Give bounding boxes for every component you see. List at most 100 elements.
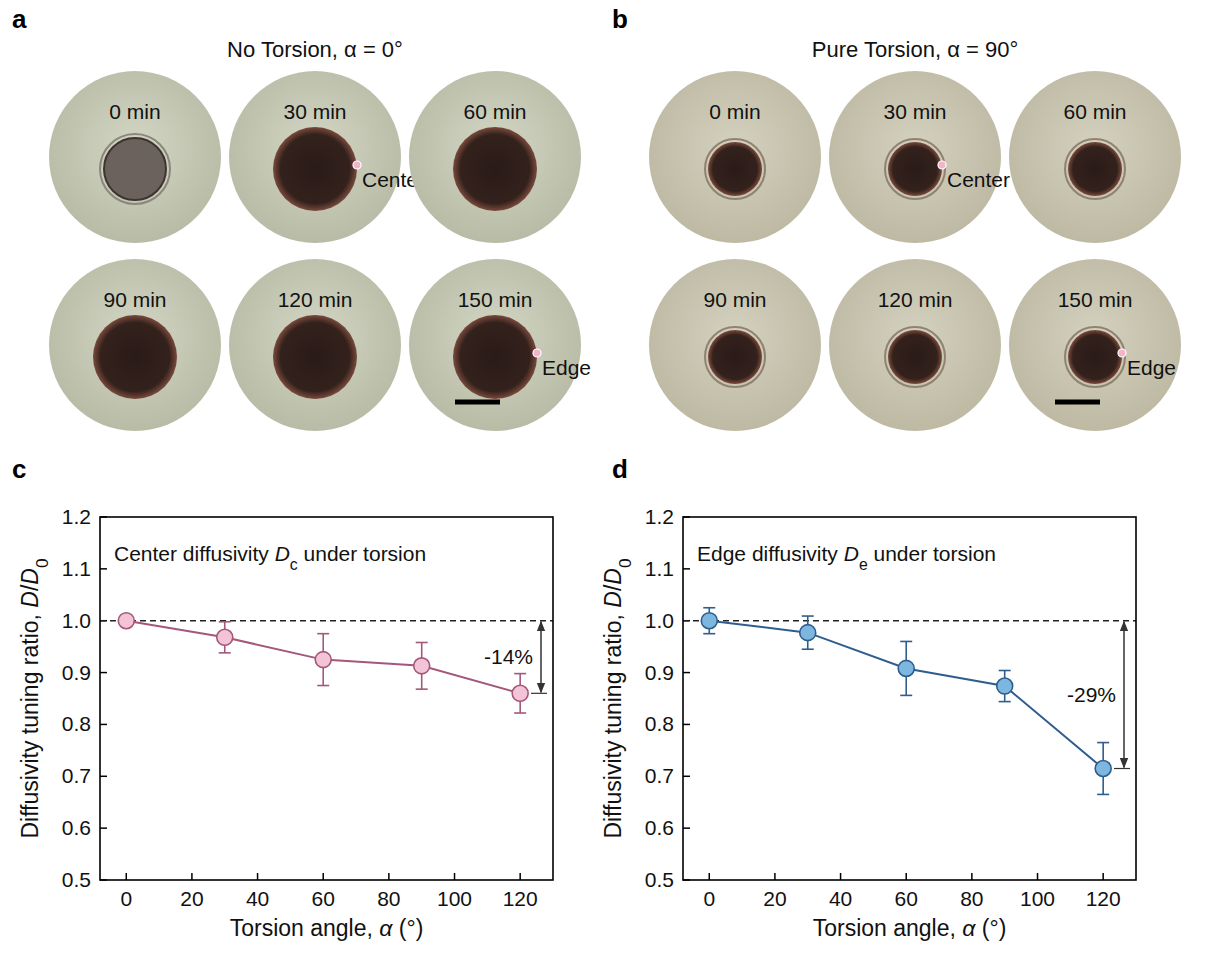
probe-label: Center [947,168,1010,191]
x-tick-label: 0 [703,887,715,910]
well-ring [885,327,945,387]
y-tick-label: 0.9 [62,661,91,684]
time-label: 0 min [109,100,160,123]
dye-spot [104,138,166,200]
y-tick-label: 0.8 [62,712,91,735]
y-tick-label: 0.7 [62,764,91,787]
data-group [701,608,1111,795]
error-cap [802,615,814,617]
y-axis-label: Diffusivity tuning ratio, D/D0 [600,558,635,838]
x-tick-label: 120 [503,887,538,910]
y-tick-label: 0.6 [645,816,674,839]
change-arrow [1123,622,1125,768]
well-ring [705,327,765,387]
y-tick [100,724,107,726]
error-cap [999,701,1011,703]
photo: 150 minEdge [1009,259,1181,431]
data-point [800,625,816,641]
panel-title: Pure Torsion, α = 90° [812,37,1018,62]
error-cap [514,712,526,714]
photo: 60 min [1009,71,1181,243]
dye-spot [93,315,177,399]
text-run: D [600,568,626,585]
x-tick [709,873,711,880]
y-axis-label: Diffusivity tuning ratio, D/D0 [17,558,52,838]
time-label: 150 min [1058,288,1133,311]
data-point [898,660,914,676]
y-tick-label: 0.8 [645,712,674,735]
data-point [1095,761,1111,777]
dye-spot [888,330,942,384]
text-run: α [379,915,393,941]
text-run: α [962,915,976,941]
photo-disc [1009,71,1181,243]
y-tick [100,776,107,778]
x-tick-label: 80 [377,887,400,910]
photo: 120 min [229,259,401,431]
x-tick [257,873,259,880]
photo: 30 min Center [829,71,1010,243]
text-run: D [17,591,43,608]
text-run: Torsion angle, [230,915,380,941]
panel-label: b [612,4,628,34]
time-label: 120 min [278,288,353,311]
dye-spot [1068,330,1122,384]
series-line [709,621,1103,769]
data-point [414,658,430,674]
probe-label: Edge [542,356,591,379]
scale-bar [1055,400,1100,405]
panel-title: No Torsion, α = 0° [227,37,403,62]
text-run: 0 [32,558,52,568]
x-tick [905,873,907,880]
plot-frame [100,517,553,880]
time-label: 150 min [458,288,533,311]
dye-spot [453,315,537,399]
y-tick-label: 0.5 [62,868,91,891]
chart-title: Edge diffusivity De under torsion [697,542,996,573]
x-tick-label: 20 [763,887,786,910]
probe-dot [1118,349,1126,357]
annotation: -29% [1067,683,1116,706]
time-label: 30 min [283,100,346,123]
y-tick [683,827,690,829]
text-run: D [275,542,290,565]
chart: d0.50.60.70.80.91.01.11.2020406080100120… [600,454,1136,941]
photo: 150 min Edge [409,259,591,431]
x-tick [322,873,324,880]
x-tick [519,873,521,880]
error-cap [416,642,428,644]
x-axis-label: Torsion angle, α (°) [813,915,1007,941]
text-run: (°) [975,915,1006,941]
time-label: 30 min [883,100,946,123]
panel-label: a [12,4,27,34]
error-cap [999,670,1011,672]
error-cap [900,641,912,643]
probe-dot [533,349,541,357]
text-run: e [859,556,868,573]
error-cap [219,621,231,623]
error-cap [416,688,428,690]
text-run: Torsion angle, [813,915,963,941]
time-label: 60 min [463,100,526,123]
photo-disc [49,259,221,431]
photo-disc [409,71,581,243]
x-tick [454,873,456,880]
data-point [217,629,233,645]
error-cap [1097,742,1109,744]
dye-spot [708,330,762,384]
data-point [512,685,528,701]
dye-spot [273,315,357,399]
error-cap [219,652,231,654]
text-run: under torsion [868,542,996,565]
probe-dot [938,161,946,169]
photo-disc [49,71,221,243]
y-tick-label: 1.0 [645,609,674,632]
x-tick [1037,873,1039,880]
x-tick-label: 20 [180,887,203,910]
dye-spot [453,127,537,211]
time-label: 90 min [703,288,766,311]
photo-disc [229,259,401,431]
photo: 90 min [649,259,821,431]
x-tick [971,873,973,880]
y-tick-label: 1.2 [62,505,91,528]
